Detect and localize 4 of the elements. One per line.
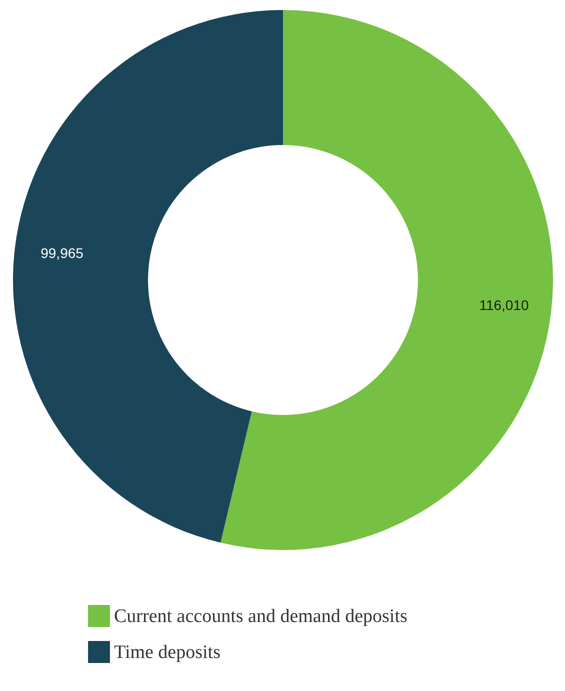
legend-label: Time deposits	[114, 642, 220, 663]
data-label: 99,965	[40, 245, 84, 262]
data-label: 116,010	[479, 296, 529, 313]
legend-label: Current accounts and demand deposits	[114, 606, 408, 627]
